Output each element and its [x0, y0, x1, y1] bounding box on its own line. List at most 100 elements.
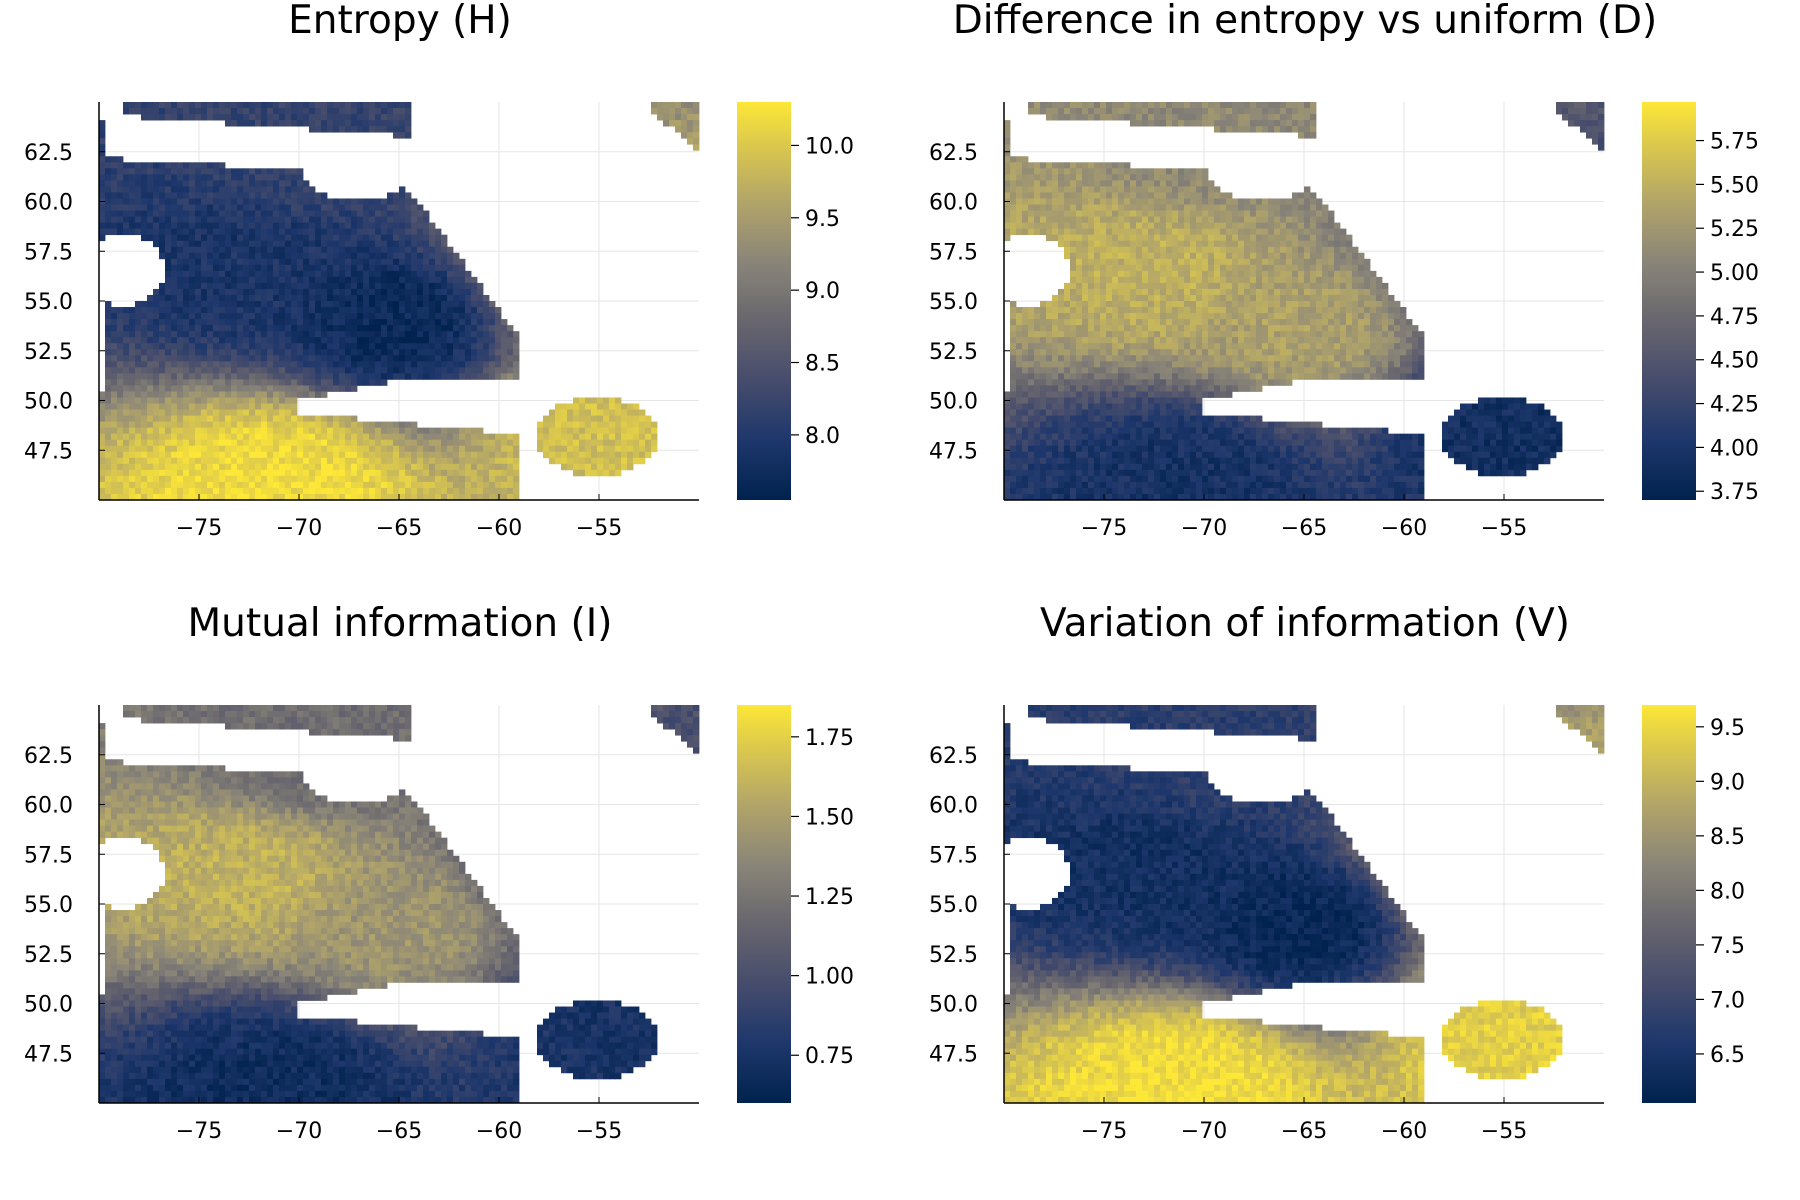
heatmap-cell: [255, 439, 262, 447]
heatmap-cell: [177, 186, 184, 193]
heatmap-cell: [321, 337, 328, 344]
heatmap-cell: [1220, 114, 1227, 121]
heatmap-cell: [585, 427, 592, 435]
heatmap-cell: [165, 325, 172, 332]
heatmap-cell: [261, 108, 268, 115]
heatmap-cell: [1262, 222, 1269, 230]
heatmap-cell: [123, 367, 130, 374]
heatmap-cell: [1028, 198, 1035, 205]
heatmap-cell: [1280, 204, 1287, 211]
heatmap-cell: [603, 397, 610, 404]
heatmap-cell: [309, 367, 316, 374]
heatmap-cell: [279, 493, 286, 501]
heatmap-cell: [1100, 168, 1107, 175]
heatmap-cell: [321, 445, 328, 453]
heatmap-cell: [1064, 186, 1071, 193]
heatmap-cell: [213, 174, 220, 181]
heatmap-cell: [165, 457, 172, 465]
heatmap-cell: [513, 493, 520, 501]
heatmap-cell: [633, 421, 640, 429]
heatmap-cell: [219, 186, 226, 193]
heatmap-cell: [1160, 276, 1167, 284]
heatmap-cell: [1088, 204, 1095, 211]
heatmap-cell: [471, 331, 478, 338]
heatmap-cell: [153, 228, 160, 236]
heatmap-cell: [189, 409, 196, 416]
heatmap-cell: [1088, 108, 1095, 115]
heatmap-cell: [1196, 252, 1203, 260]
heatmap-cell: [339, 198, 346, 205]
heatmap-cell: [291, 222, 298, 230]
heatmap-cell: [405, 126, 412, 133]
heatmap-cell: [399, 469, 406, 477]
heatmap-cell: [135, 433, 142, 441]
heatmap-cell: [633, 451, 640, 459]
heatmap-cell: [1034, 210, 1041, 217]
heatmap-cell: [375, 204, 382, 211]
heatmap-cell: [327, 246, 334, 254]
heatmap-cell: [267, 180, 274, 187]
heatmap-cell: [105, 301, 112, 308]
heatmap-cell: [483, 331, 490, 338]
heatmap-cell: [351, 349, 358, 356]
heatmap-cell: [417, 457, 424, 465]
heatmap-cell: [171, 409, 178, 416]
heatmap-cell: [609, 409, 616, 416]
heatmap-cell: [147, 403, 154, 410]
heatmap-cell: [201, 457, 208, 465]
heatmap-cell: [363, 240, 370, 248]
heatmap-cell: [363, 427, 370, 435]
heatmap-cell: [1190, 222, 1197, 230]
heatmap-cell: [339, 264, 346, 272]
heatmap-cell: [303, 276, 310, 284]
heatmap-cell: [207, 276, 214, 284]
heatmap-cell: [489, 469, 496, 477]
heatmap-cell: [1322, 204, 1329, 211]
heatmap-cell: [195, 270, 202, 278]
heatmap-cell: [123, 355, 130, 362]
heatmap-cell: [213, 367, 220, 374]
heatmap-cell: [147, 427, 154, 435]
heatmap-cell: [1118, 240, 1125, 248]
heatmap-cell: [393, 246, 400, 254]
heatmap-cell: [447, 343, 454, 350]
heatmap-cell: [207, 102, 214, 109]
heatmap-cell: [111, 337, 118, 344]
heatmap-cell: [411, 463, 418, 471]
heatmap-cell: [303, 337, 310, 344]
heatmap-cell: [447, 294, 454, 302]
heatmap-cell: [363, 246, 370, 254]
heatmap-cell: [483, 487, 490, 495]
heatmap-cell: [1292, 108, 1299, 115]
heatmap-cell: [1172, 192, 1179, 199]
heatmap-cell: [1106, 288, 1113, 296]
heatmap-cell: [339, 457, 346, 465]
heatmap-cell: [351, 373, 358, 380]
heatmap-cell: [219, 192, 226, 199]
heatmap-cell: [1274, 216, 1281, 224]
heatmap-cell: [1130, 174, 1137, 181]
heatmap-cell: [393, 126, 400, 133]
heatmap-cell: [501, 481, 508, 489]
heatmap-cell: [501, 355, 508, 362]
heatmap-cell: [1058, 174, 1065, 181]
heatmap-cell: [111, 186, 118, 193]
heatmap-cell: [363, 288, 370, 296]
heatmap-cell: [1058, 234, 1065, 242]
heatmap-cell: [183, 204, 190, 211]
heatmap-cell: [465, 288, 472, 296]
heatmap-cell: [219, 451, 226, 459]
heatmap-cell: [339, 421, 346, 429]
heatmap-cell: [1124, 258, 1131, 266]
heatmap-cell: [297, 114, 304, 121]
heatmap-cell: [273, 361, 280, 368]
heatmap-cell: [243, 246, 250, 254]
heatmap-cell: [321, 367, 328, 374]
heatmap-cell: [147, 198, 154, 205]
heatmap-cell: [183, 288, 190, 296]
heatmap-cell: [291, 469, 298, 477]
heatmap-cell: [399, 331, 406, 338]
heatmap-cell: [99, 210, 106, 217]
heatmap-cell: [1352, 276, 1359, 284]
heatmap-cell: [1196, 108, 1203, 115]
